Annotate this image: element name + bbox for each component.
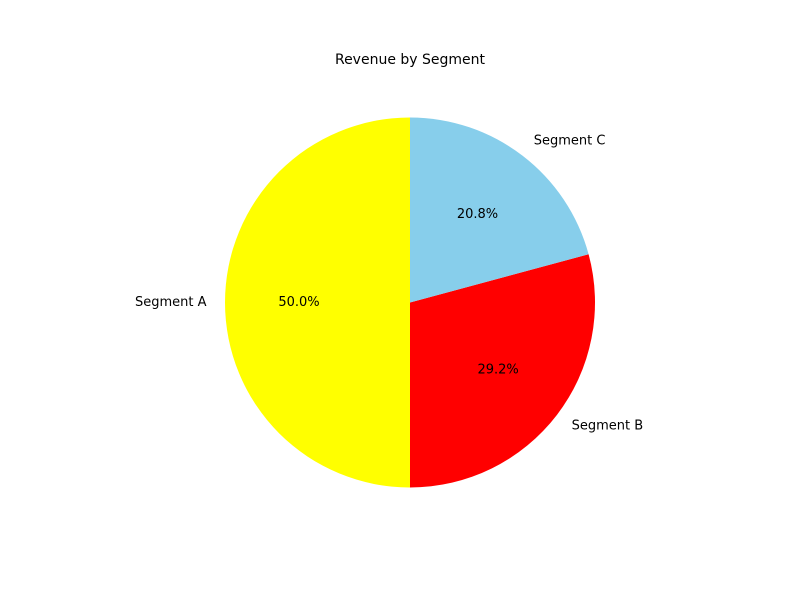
slice-percent-segment-c: 20.8% — [457, 207, 498, 222]
chart-title: Revenue by Segment — [335, 52, 486, 68]
slice-label-segment-c: Segment C — [534, 133, 606, 148]
pie-slice-segment-a — [225, 117, 410, 488]
pie-slices — [225, 117, 595, 488]
slice-label-segment-b: Segment B — [572, 419, 644, 434]
slice-label-segment-a: Segment A — [135, 295, 207, 310]
pie-slice-segment-b — [410, 254, 595, 488]
pie-labels: Segment A 50.0% Segment B 29.2% Segment C 20.… — [135, 133, 643, 433]
pie-slice-segment-c — [410, 117, 589, 303]
slice-percent-segment-b: 29.2% — [477, 362, 518, 377]
slice-percent-segment-a: 50.0% — [278, 295, 319, 310]
